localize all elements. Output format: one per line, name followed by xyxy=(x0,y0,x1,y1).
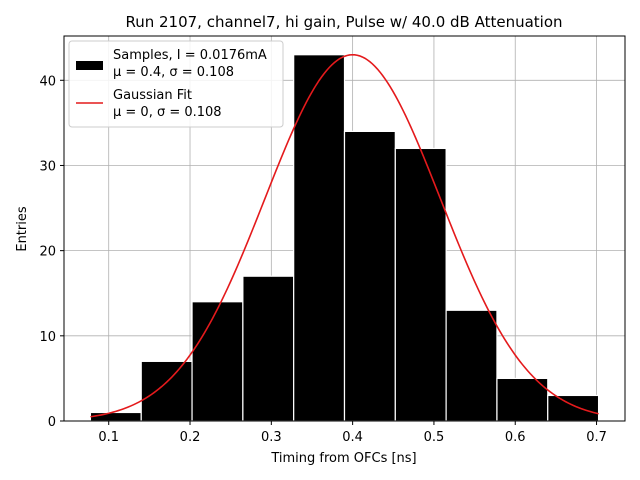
x-tick-label: 0.4 xyxy=(342,430,363,445)
histogram-bar xyxy=(547,394,600,422)
histogram-bar xyxy=(394,147,447,422)
histogram-bar xyxy=(496,377,549,422)
histogram-bar xyxy=(140,360,193,422)
legend-histogram-swatch xyxy=(76,61,103,70)
x-tick-label: 0.3 xyxy=(261,430,282,445)
histogram-bars xyxy=(89,54,600,422)
histogram-bar xyxy=(89,411,142,422)
y-tick-label: 20 xyxy=(39,245,56,260)
histogram-bar xyxy=(191,301,244,422)
y-tick-label: 40 xyxy=(39,74,56,89)
chart-title: Run 2107, channel7, hi gain, Pulse w/ 40… xyxy=(125,13,562,31)
y-axis-label: Entries xyxy=(15,206,30,252)
histogram-bar xyxy=(445,309,498,422)
legend-histogram-label: Samples, I = 0.0176mA xyxy=(113,48,267,63)
legend-fit-stats: μ = 0, σ = 0.108 xyxy=(113,105,222,120)
x-axis-label: Timing from OFCs [ns] xyxy=(270,451,416,466)
histogram-bar xyxy=(293,54,346,422)
x-tick-label: 0.2 xyxy=(180,430,201,445)
histogram-bar xyxy=(343,130,396,422)
histogram-bar xyxy=(242,275,295,422)
plot-frame xyxy=(63,35,626,422)
legend-histogram-stats: μ = 0.4, σ = 0.108 xyxy=(113,65,234,80)
axis-ticks: 0.1 0.2 0.3 0.4 0.5 0.6 0.7 0 10 20 30 40 xyxy=(39,74,606,445)
legend-box xyxy=(68,40,284,128)
x-tick-label: 0.6 xyxy=(505,430,526,445)
legend: Samples, I = 0.0176mA μ = 0.4, σ = 0.108… xyxy=(68,40,284,128)
x-tick-label: 0.5 xyxy=(424,430,445,445)
y-tick-label: 0 xyxy=(48,415,56,430)
x-tick-label: 0.1 xyxy=(98,430,119,445)
y-tick-label: 30 xyxy=(39,159,56,174)
legend-fit-label: Gaussian Fit xyxy=(113,88,192,103)
x-tick-label: 0.7 xyxy=(586,430,607,445)
gaussian-fit-curve xyxy=(90,53,599,418)
y-tick-label: 10 xyxy=(39,330,56,345)
